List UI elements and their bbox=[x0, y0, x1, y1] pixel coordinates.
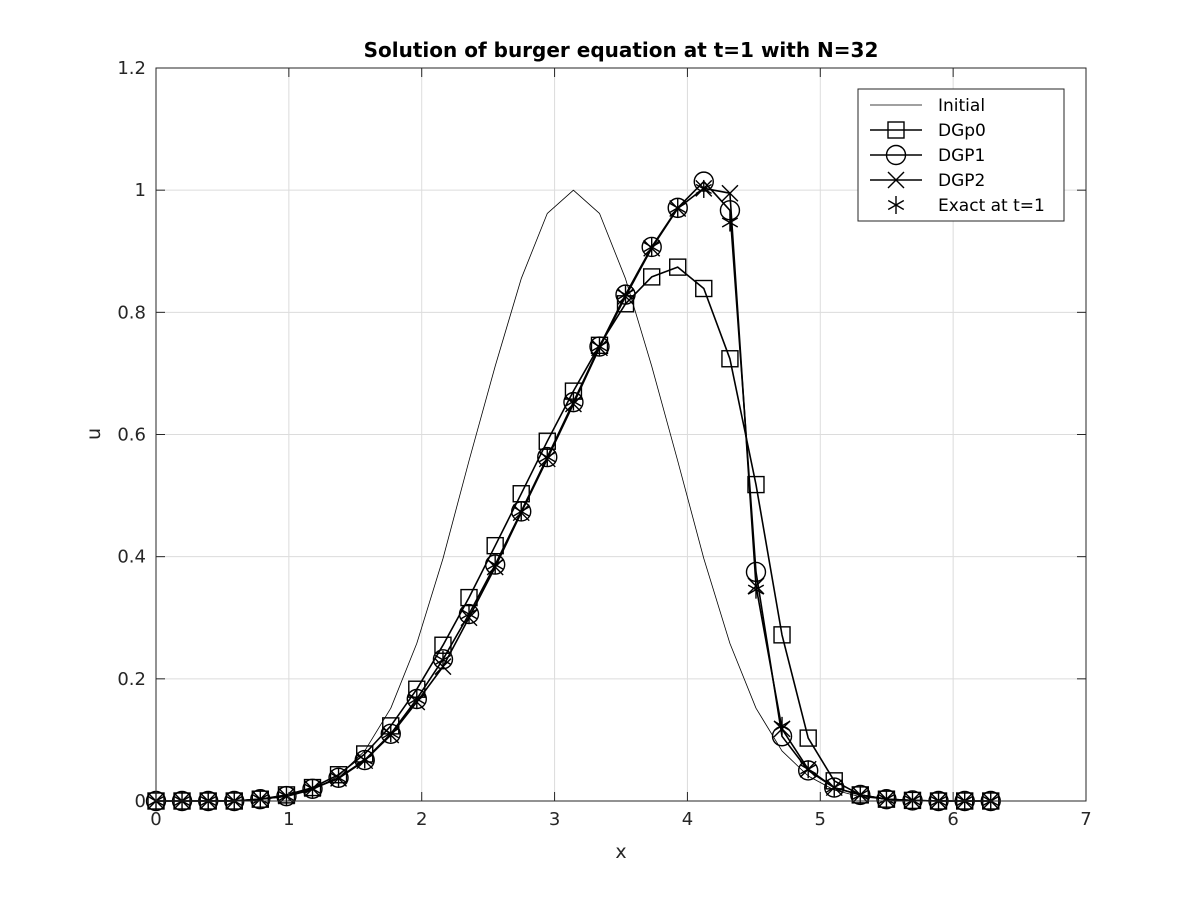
x-tick-label: 6 bbox=[947, 809, 958, 830]
data-point-exact-at-t-1 bbox=[408, 689, 425, 708]
data-point-exact-at-t-1 bbox=[356, 750, 373, 769]
legend-item-initial: Initial bbox=[870, 96, 985, 116]
data-point-dgp0 bbox=[799, 729, 817, 747]
data-point-dgp1 bbox=[484, 554, 506, 575]
legend-item-dgp2: DGP2 bbox=[870, 171, 985, 191]
data-point-exact-at-t-1 bbox=[487, 555, 504, 574]
data-point-dgp0 bbox=[669, 258, 687, 276]
series-layer bbox=[145, 171, 1001, 812]
legend-marker bbox=[887, 171, 905, 189]
legend-item-exact-at-t-1: Exact at t=1 bbox=[887, 196, 1045, 216]
x-tick-label: 0 bbox=[150, 809, 161, 830]
data-point-exact-at-t-1 bbox=[669, 198, 686, 217]
x-tick-label: 4 bbox=[682, 809, 693, 830]
data-point-exact-at-t-1 bbox=[904, 791, 921, 810]
data-point-exact-at-t-1 bbox=[800, 760, 817, 779]
y-tick-label: 1.2 bbox=[117, 58, 146, 79]
legend-marker bbox=[887, 196, 905, 214]
ticks: 0 1 2 3 4 5 6 7 0 0.2 0.4 0.6 0.8 1 1.2 bbox=[117, 58, 1091, 830]
legend-label: Exact at t=1 bbox=[938, 196, 1045, 216]
x-tick-label: 2 bbox=[416, 809, 427, 830]
data-point-exact-at-t-1 bbox=[591, 337, 608, 356]
data-point-exact-at-t-1 bbox=[721, 213, 739, 232]
data-point-exact-at-t-1 bbox=[617, 285, 634, 304]
data-point-dgp1 bbox=[458, 603, 480, 625]
data-point-exact-at-t-1 bbox=[513, 502, 530, 521]
y-tick-label: 0.8 bbox=[117, 302, 146, 323]
y-tick-label: 0.4 bbox=[117, 547, 146, 568]
data-point-dgp1 bbox=[850, 784, 871, 806]
legend-label: DGp0 bbox=[938, 121, 986, 141]
data-point-dgp1 bbox=[511, 501, 532, 522]
y-tick-label: 0.6 bbox=[117, 425, 146, 446]
x-tick-label: 7 bbox=[1080, 809, 1091, 830]
data-point-dgp1 bbox=[328, 767, 349, 788]
data-point-dgp1 bbox=[406, 688, 427, 710]
data-point-exact-at-t-1 bbox=[278, 787, 295, 806]
data-point-dgp1 bbox=[276, 785, 297, 807]
data-point-exact-at-t-1 bbox=[643, 237, 660, 256]
data-point-exact-at-t-1 bbox=[330, 768, 347, 787]
legend-marker bbox=[887, 121, 905, 139]
data-point-exact-at-t-1 bbox=[878, 790, 895, 809]
legend-label: DGP1 bbox=[938, 146, 985, 166]
data-point-dgp2 bbox=[721, 184, 739, 202]
data-point-dgp1 bbox=[589, 336, 610, 357]
data-point-dgp1 bbox=[667, 197, 688, 219]
data-point-exact-at-t-1 bbox=[539, 448, 556, 467]
x-axis-label: x bbox=[615, 841, 626, 863]
data-point-dgp0 bbox=[695, 279, 713, 298]
data-point-exact-at-t-1 bbox=[826, 778, 843, 797]
data-point-exact-at-t-1 bbox=[434, 650, 452, 669]
chart-title: Solution of burger equation at t=1 with … bbox=[364, 38, 879, 62]
data-point-dgp1 bbox=[641, 236, 662, 258]
legend-item-dgp0: DGp0 bbox=[870, 121, 986, 141]
y-tick-label: 0.2 bbox=[117, 669, 146, 690]
x-tick-label: 5 bbox=[815, 809, 826, 830]
data-point-dgp0 bbox=[773, 626, 791, 644]
data-point-exact-at-t-1 bbox=[382, 724, 399, 743]
data-point-exact-at-t-1 bbox=[460, 605, 478, 624]
data-point-exact-at-t-1 bbox=[695, 179, 712, 198]
data-point-dgp0 bbox=[642, 268, 661, 286]
x-tick-label: 1 bbox=[283, 809, 294, 830]
data-point-dgp0 bbox=[721, 350, 739, 368]
legend: Initial DGp0 DGP1 DGP2 Exact at t=1 bbox=[857, 88, 1065, 222]
data-point-exact-at-t-1 bbox=[565, 392, 582, 411]
data-point-dgp0 bbox=[486, 536, 504, 555]
data-point-exact-at-t-1 bbox=[252, 790, 269, 809]
data-point-exact-at-t-1 bbox=[747, 580, 765, 599]
legend-marker bbox=[885, 144, 907, 166]
data-point-exact-at-t-1 bbox=[773, 716, 791, 735]
data-point-dgp1 bbox=[302, 778, 323, 799]
data-point-dgp1 bbox=[537, 446, 558, 468]
legend-item-dgp1: DGP1 bbox=[870, 144, 985, 166]
data-point-dgp1 bbox=[615, 284, 636, 305]
data-point-dgp1 bbox=[824, 777, 845, 798]
data-point-exact-at-t-1 bbox=[304, 779, 321, 798]
x-tick-label: 3 bbox=[549, 809, 560, 830]
legend-label: DGP2 bbox=[938, 171, 985, 191]
y-tick-label: 1 bbox=[135, 180, 146, 201]
legend-label: Initial bbox=[938, 96, 985, 116]
y-axis-label: u bbox=[83, 428, 105, 440]
y-tick-label: 0 bbox=[135, 791, 146, 812]
data-point-dgp0 bbox=[747, 475, 765, 494]
